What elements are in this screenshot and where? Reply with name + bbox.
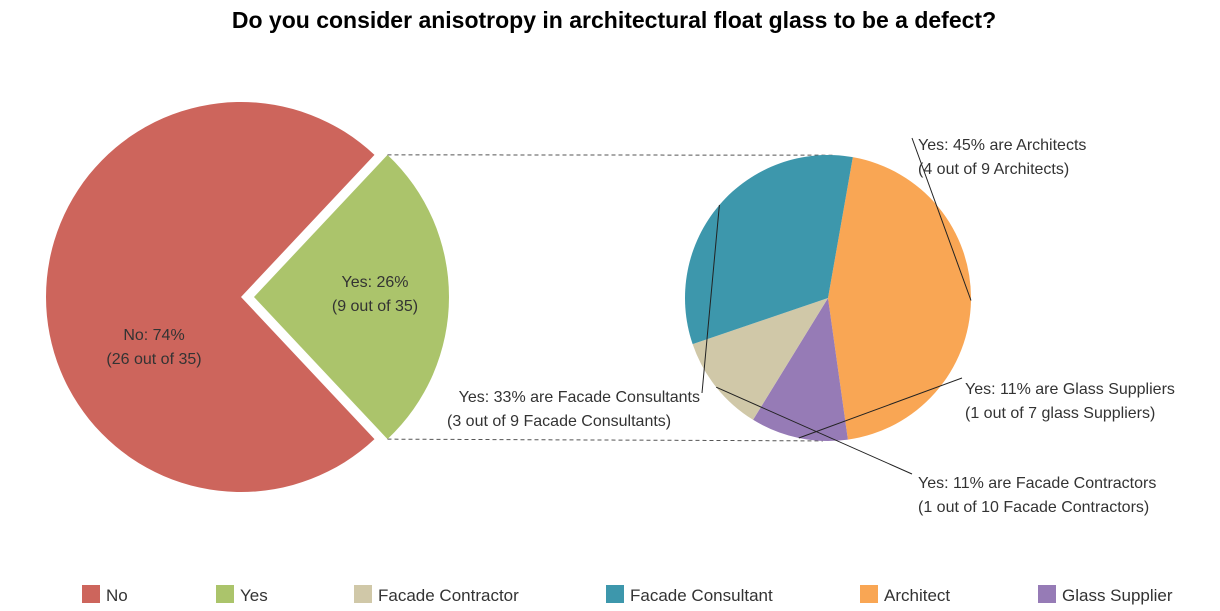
slice-facade-consultant-label-line1: Yes: 33% are Facade Consultants [459,389,700,406]
legend-swatch-facade-contractor [354,585,372,603]
legend-label-no: No [106,586,128,605]
slice-yes [254,154,450,440]
slice-glass-supplier-label-line2: (1 out of 7 glass Suppliers) [965,405,1155,422]
detail-pie [685,154,972,442]
slice-architect-label-line2: (4 out of 9 Architects) [918,161,1069,178]
main-pie [46,101,450,493]
legend-swatch-glass-supplier [1038,585,1056,603]
slice-glass-supplier-label-line1: Yes: 11% are Glass Suppliers [965,381,1175,398]
leader-line-architect [911,137,972,301]
slice-yes-label-line2: (9 out of 35) [332,298,418,315]
legend-label-glass-supplier: Glass Supplier [1062,586,1173,605]
legend-swatch-architect [860,585,878,603]
legend-swatch-facade-consultant [606,585,624,603]
slice-facade-contractor [692,298,828,420]
legend: No Yes Facade Contractor Facade Consultant A… [82,585,1173,605]
legend-label-architect: Architect [884,586,950,605]
slice-no [46,101,375,493]
leader-line-glass-supplier [798,377,963,439]
slice-facade-contractor-label-line1: Yes: 11% are Facade Contractors [918,475,1156,492]
slice-labels: No: 74% (26 out of 35) Yes: 26% (9 out of 3… [106,137,1174,516]
pie-connector-lines [387,154,836,442]
chart-title: Do you consider anisotropy in architectu… [232,7,996,33]
slice-facade-contractor-label-line2: (1 out of 10 Facade Contractors) [918,499,1149,516]
slice-no-label-line1: No: 74% [123,327,184,344]
legend-label-facade-consultant: Facade Consultant [630,586,773,605]
detail-leader-lines [701,137,972,475]
legend-label-yes: Yes [240,586,268,605]
slice-no-label-line2: (26 out of 35) [106,351,201,368]
slice-yes-label-line1: Yes: 26% [341,274,408,291]
slice-glass-supplier [753,298,848,442]
slice-facade-consultant-label-line2: (3 out of 9 Facade Consultants) [447,413,671,430]
leader-line-facade-consultant [701,204,720,394]
legend-label-facade-contractor: Facade Contractor [378,586,519,605]
slice-facade-consultant [685,154,853,345]
leader-line-facade-contractor [715,386,913,475]
slice-architect-label-line1: Yes: 45% are Architects [918,137,1086,154]
connector-line-bottom [387,438,824,442]
legend-swatch-no [82,585,100,603]
legend-swatch-yes [216,585,234,603]
slice-architect [828,157,972,440]
